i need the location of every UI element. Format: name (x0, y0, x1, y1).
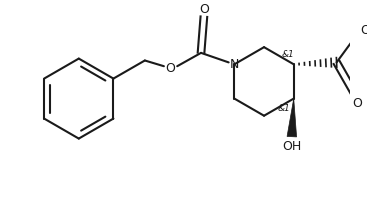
Polygon shape (287, 99, 297, 137)
Text: O: O (353, 97, 363, 110)
Text: N: N (230, 58, 239, 71)
Text: O: O (360, 24, 367, 37)
Text: O: O (166, 62, 175, 75)
Text: &1: &1 (278, 104, 291, 113)
Text: O: O (199, 3, 209, 16)
Text: OH: OH (282, 140, 301, 153)
Text: &1: &1 (281, 50, 294, 59)
